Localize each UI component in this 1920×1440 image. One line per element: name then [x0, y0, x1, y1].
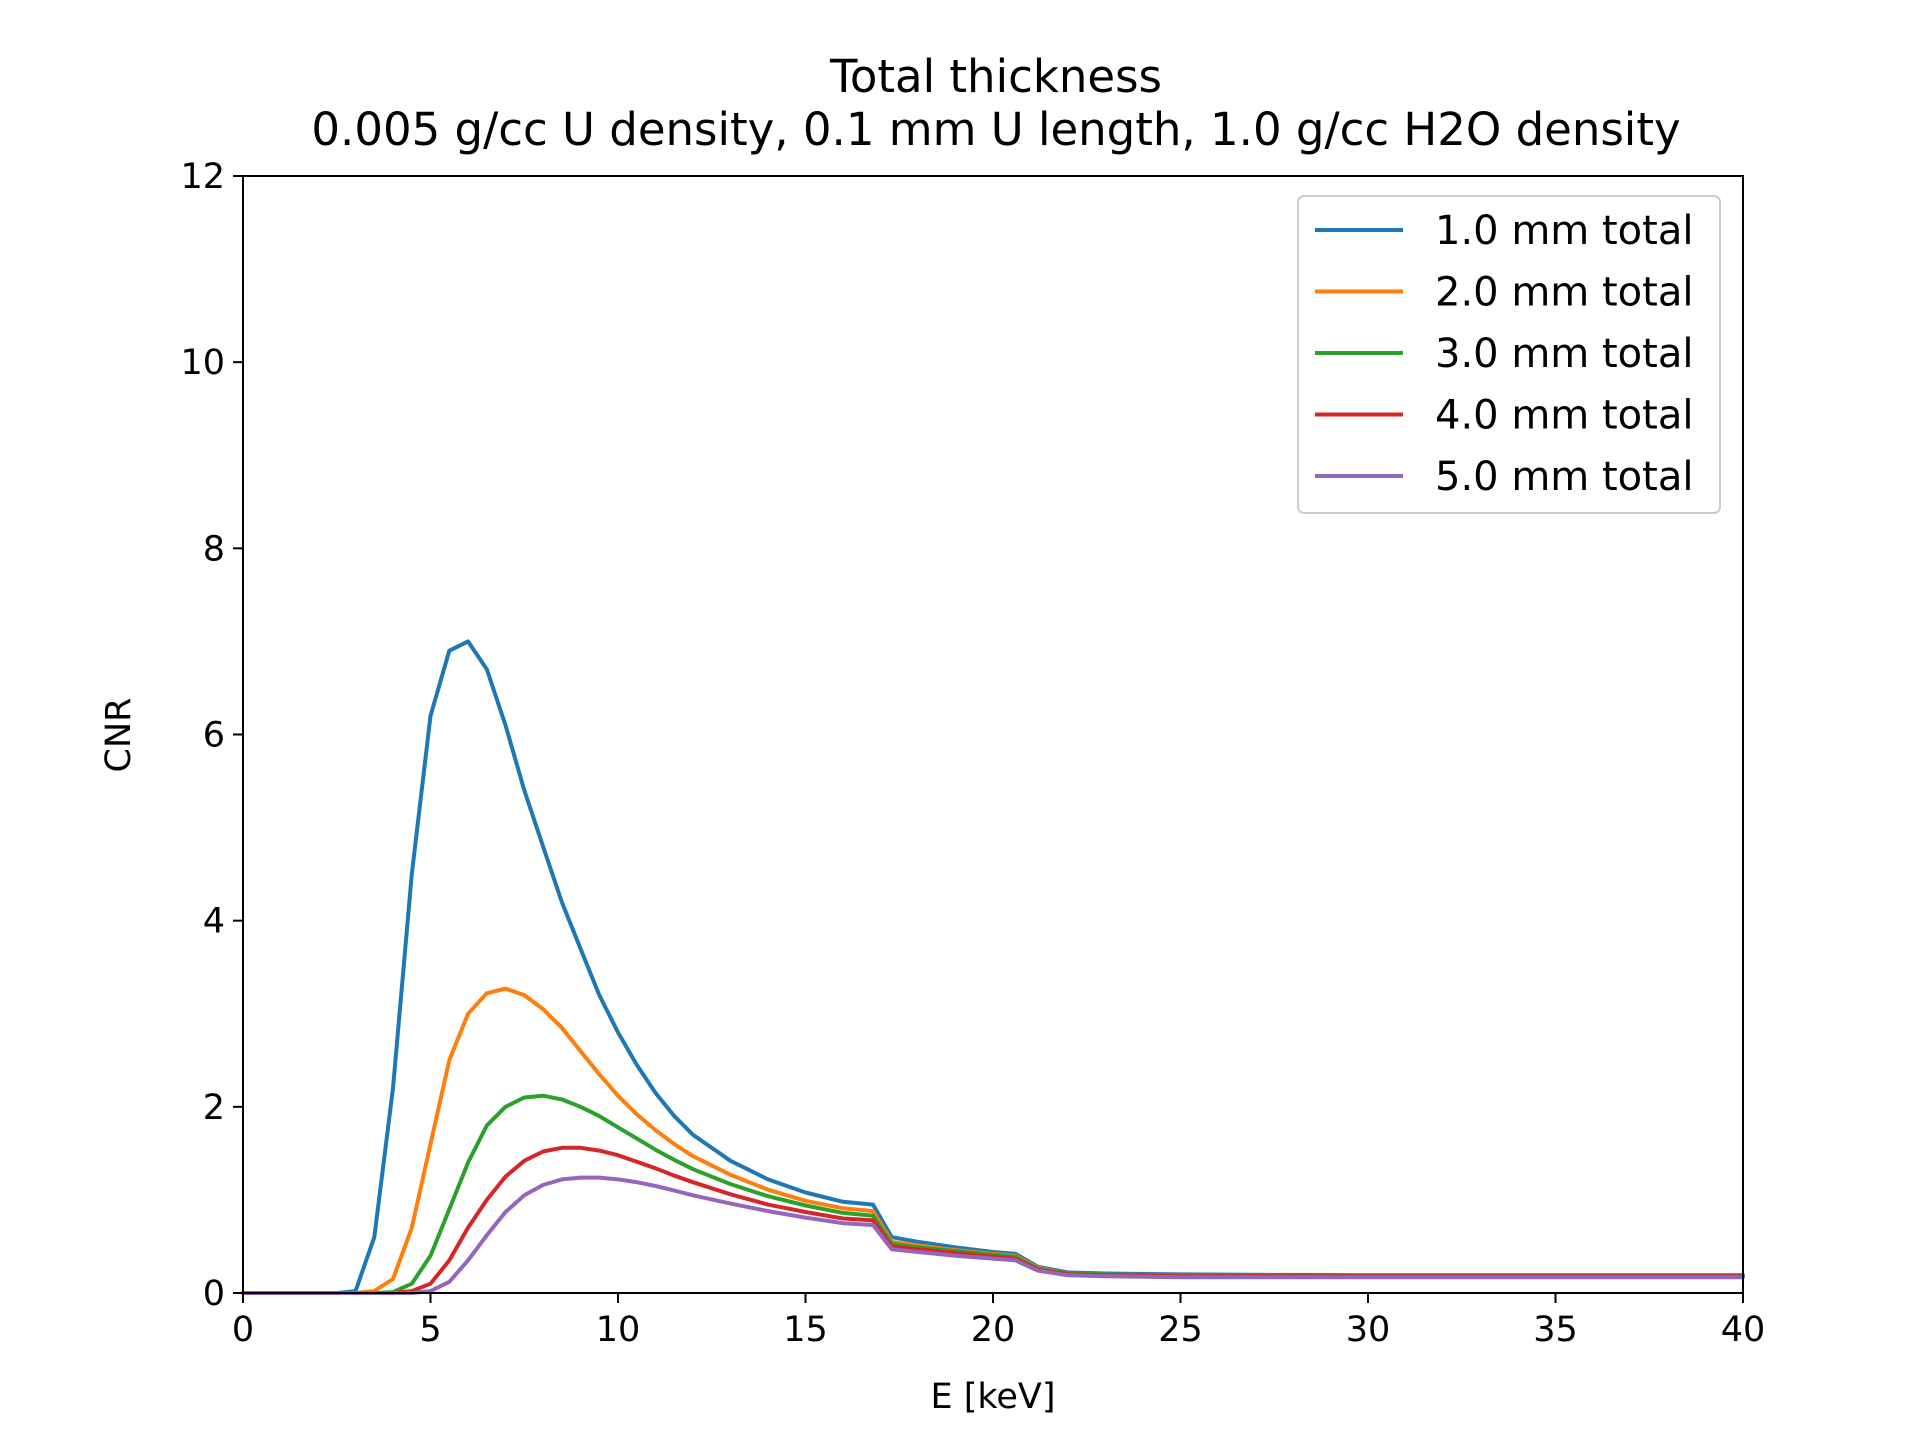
x-tick-label: 25	[1158, 1310, 1203, 1350]
y-tick-label: 0	[203, 1274, 225, 1314]
y-tick-label: 2	[203, 1088, 225, 1128]
x-tick-label: 30	[1346, 1310, 1391, 1350]
y-axis: 0 2 4 6 8 10 12	[180, 157, 243, 1314]
chart-title: Total thickness	[829, 50, 1162, 103]
y-tick-label: 12	[180, 157, 225, 197]
y-tick-label: 10	[180, 343, 225, 383]
y-axis-label: CNR	[99, 698, 139, 773]
legend-label: 1.0 mm total	[1435, 208, 1693, 254]
y-tick-label: 8	[203, 529, 225, 569]
x-tick-label: 40	[1721, 1310, 1766, 1350]
x-tick-label: 15	[783, 1310, 828, 1350]
chart-subtitle: 0.005 g/cc U density, 0.1 mm U length, 1…	[311, 103, 1680, 156]
x-tick-label: 35	[1533, 1310, 1578, 1350]
x-axis-label: E [keV]	[930, 1377, 1055, 1417]
x-axis: 0 5 10 15 20 25 30 35 40	[232, 1293, 1765, 1350]
x-tick-label: 10	[596, 1310, 641, 1350]
legend-label: 5.0 mm total	[1435, 454, 1693, 500]
x-tick-label: 20	[971, 1310, 1016, 1350]
legend-label: 3.0 mm total	[1435, 331, 1693, 377]
x-tick-label: 5	[419, 1310, 441, 1350]
y-tick-label: 4	[203, 902, 225, 942]
x-tick-label: 0	[232, 1310, 254, 1350]
legend-box	[1297, 195, 1721, 514]
legend-label: 2.0 mm total	[1435, 270, 1693, 316]
y-tick-label: 6	[203, 716, 225, 756]
legend-label: 4.0 mm total	[1435, 393, 1693, 439]
legend: 1.0 mm total 2.0 mm total 3.0 mm total 4.0 …	[1297, 195, 1721, 514]
